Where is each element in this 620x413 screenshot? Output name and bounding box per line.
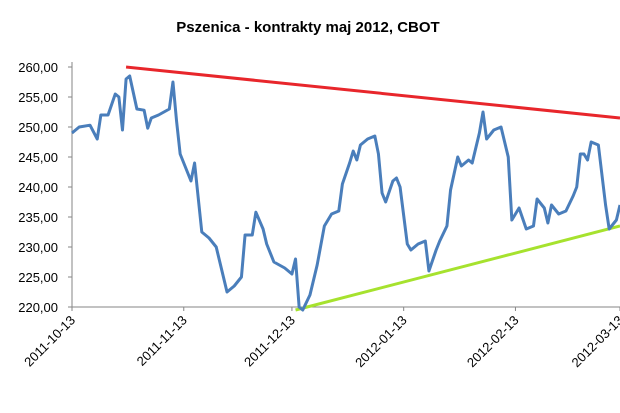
- trend-line: [295, 224, 620, 312]
- x-tick-label: 2011-12-13: [241, 313, 298, 370]
- x-tick-label: 2011-10-13: [21, 313, 78, 370]
- chart-title: Pszenica - kontrakty maj 2012, CBOT: [176, 19, 439, 36]
- y-tick-label: 230,00: [18, 240, 58, 255]
- x-tick-label: 2011-11-13: [134, 313, 190, 369]
- x-tick-label: 2012-02-13: [464, 313, 522, 371]
- y-tick-label: 260,00: [18, 60, 58, 75]
- y-tick-label: 240,00: [18, 180, 58, 195]
- y-tick-label: 220,00: [18, 300, 58, 315]
- y-tick-label: 245,00: [18, 150, 58, 165]
- y-tick-label: 250,00: [18, 120, 58, 135]
- y-tick-label: 225,00: [18, 270, 58, 285]
- y-tick-label: 255,00: [18, 90, 58, 105]
- x-tick-label: 2012-01-13: [352, 313, 410, 371]
- price-line: [71, 74, 620, 312]
- y-tick-label: 235,00: [18, 210, 58, 225]
- trend-line: [125, 65, 620, 120]
- x-tick-label: 2012-03-13: [568, 313, 620, 371]
